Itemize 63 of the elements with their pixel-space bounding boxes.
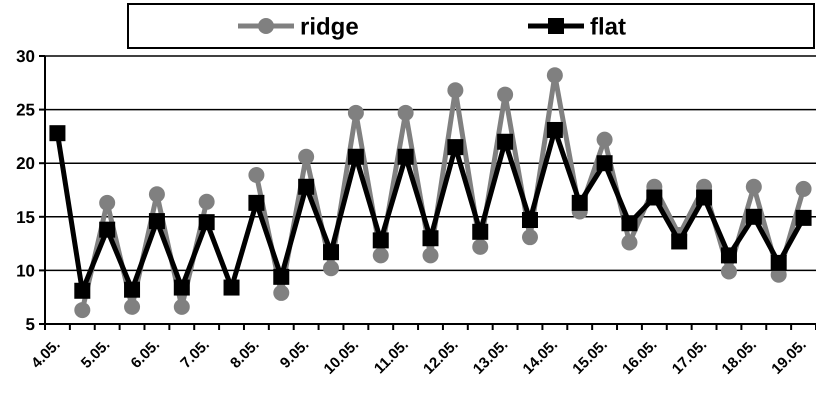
point <box>248 166 264 183</box>
point <box>248 194 264 211</box>
point <box>746 178 762 195</box>
point <box>224 280 240 296</box>
point <box>74 302 90 318</box>
legend-label: flat <box>590 13 626 40</box>
point <box>696 190 712 206</box>
y-tick-label: 10 <box>16 261 35 280</box>
point <box>770 254 787 271</box>
point <box>348 104 364 121</box>
point <box>99 222 116 238</box>
point <box>720 263 737 280</box>
point <box>497 86 514 103</box>
y-tick-label: 25 <box>16 100 35 120</box>
point <box>198 214 215 230</box>
point <box>348 148 364 165</box>
point <box>148 213 165 230</box>
point <box>522 229 538 246</box>
y-tick-label: 15 <box>16 208 35 227</box>
point <box>497 134 514 150</box>
point <box>298 178 314 195</box>
point <box>646 190 662 206</box>
point <box>572 194 588 211</box>
point <box>720 247 737 264</box>
point <box>422 247 438 264</box>
legend-label: ridge <box>300 13 359 40</box>
point <box>447 139 464 156</box>
point <box>298 148 314 165</box>
point <box>323 260 340 276</box>
point <box>796 180 812 197</box>
point <box>472 224 488 240</box>
point <box>621 234 638 251</box>
point <box>671 233 688 250</box>
point <box>273 284 290 301</box>
point <box>447 82 464 98</box>
point <box>198 194 215 210</box>
y-tick-label: 20 <box>16 154 35 174</box>
point <box>99 194 116 211</box>
point <box>49 125 66 142</box>
point <box>472 238 488 255</box>
point <box>273 268 290 285</box>
point <box>596 155 613 172</box>
point <box>74 282 90 299</box>
point <box>372 232 389 248</box>
point <box>621 215 638 232</box>
point <box>148 186 165 202</box>
point <box>546 122 563 138</box>
point <box>596 132 613 148</box>
point <box>174 298 190 315</box>
point <box>124 298 140 315</box>
y-tick-label: 5 <box>26 314 35 334</box>
point <box>522 212 538 228</box>
point <box>746 208 762 225</box>
point <box>398 148 414 165</box>
y-tick-label: 30 <box>16 46 35 66</box>
point <box>546 67 563 84</box>
point <box>372 247 389 264</box>
point <box>323 244 340 260</box>
point <box>124 282 140 298</box>
point <box>398 104 414 121</box>
point <box>422 230 438 246</box>
point <box>174 280 190 296</box>
point <box>796 210 812 226</box>
